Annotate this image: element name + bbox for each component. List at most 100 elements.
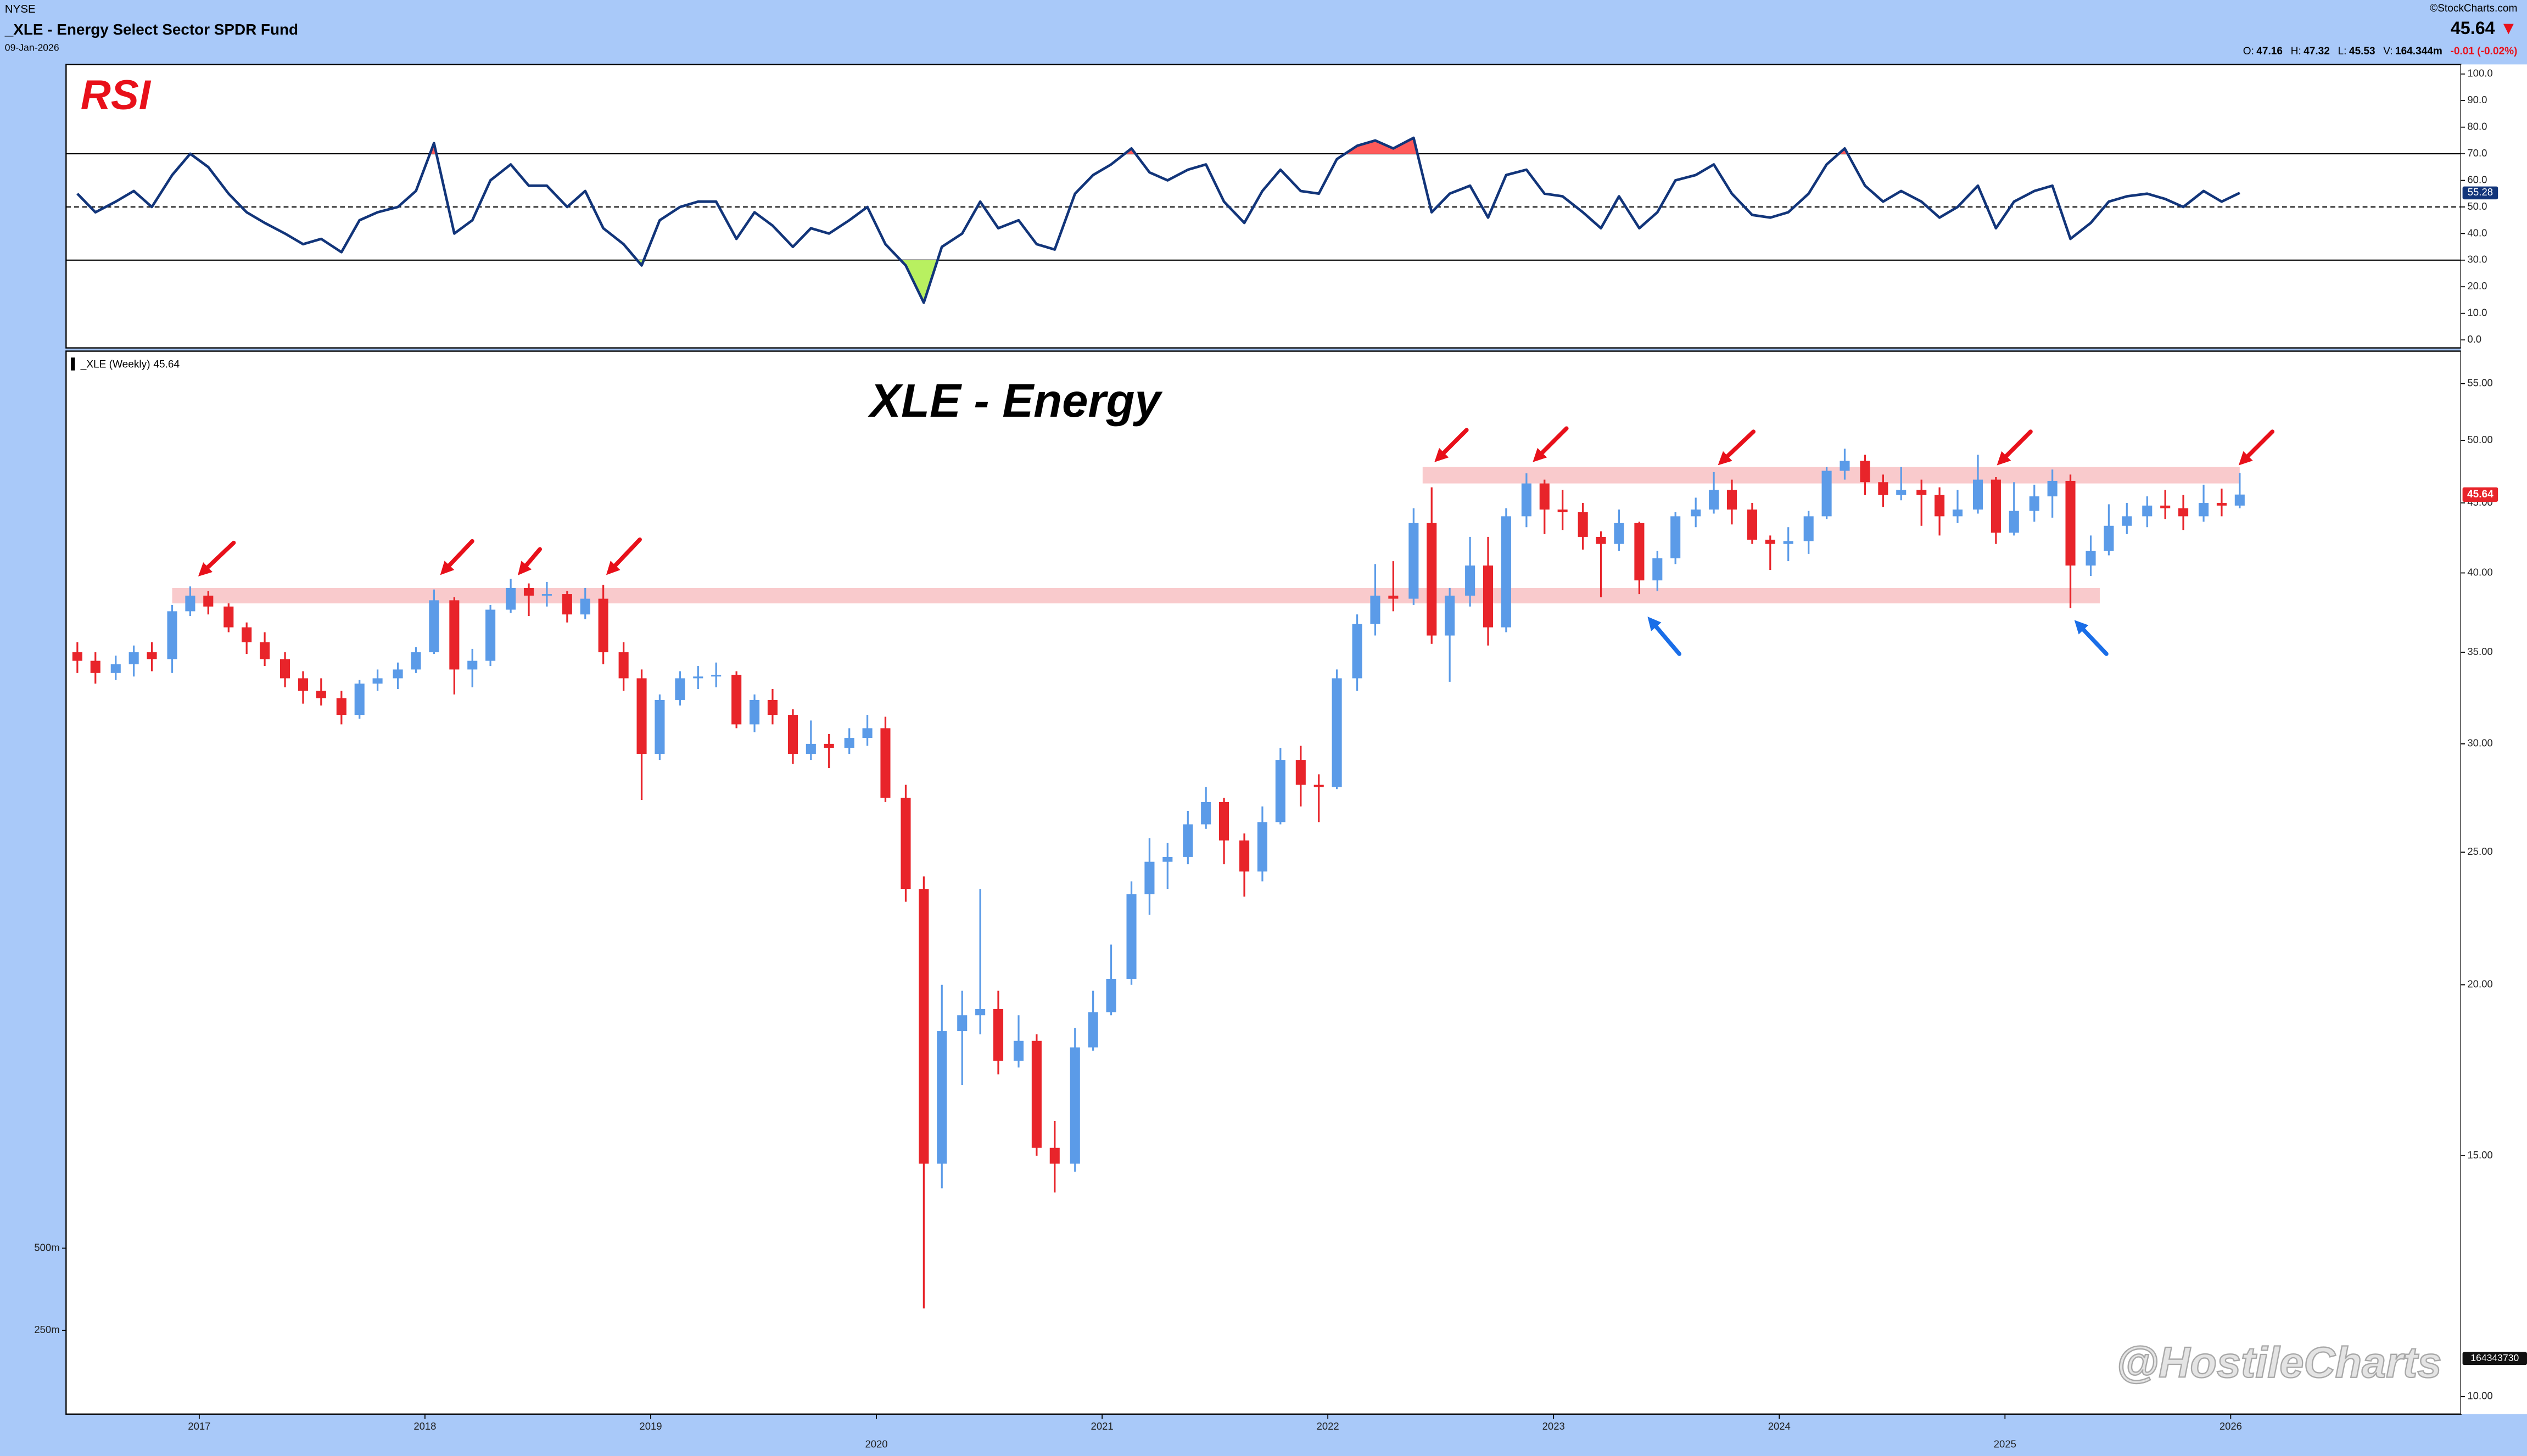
candle-body [1465,565,1475,596]
candle-body [919,889,929,1164]
last-value-tag [2462,186,2498,200]
candle-body [862,728,873,738]
quote-value: 47.16 [2256,46,2283,57]
candle-body [2086,551,2096,566]
candle-body [1388,595,1399,599]
last-value-label: 55.28 [2468,186,2493,198]
candle-body [806,743,816,754]
arrow [2238,429,2275,466]
x-tick-label: 2018 [413,1420,436,1432]
candle-body [2234,494,2245,506]
axis-strip [2461,64,2527,1414]
candle-body [675,678,685,700]
candle-body [1952,509,1963,517]
candle-body [449,600,460,670]
y-tick-label: 100.0 [2467,68,2492,79]
rsi-panel [65,64,2462,349]
source: ©StockCharts.com [2430,3,2517,14]
candle-body [523,587,534,596]
exchange: NYSE [5,3,36,15]
candle-body [203,595,214,607]
candle-body [2047,480,2058,497]
candle-body [485,609,496,661]
candle-body [298,678,308,691]
last-price: 45.64 ▼ [2451,18,2518,37]
legend: _XLE (Weekly) 45.64 [80,359,180,371]
candle-body [1257,822,1267,872]
x-tick-label: 2017 [188,1420,210,1432]
arrow [606,537,642,575]
y-tick-label: 25.00 [2467,845,2492,857]
candle-body [1070,1047,1080,1164]
candle-body [467,660,478,670]
quote-label: V: [2383,46,2392,57]
quote-label: O: [2243,46,2254,57]
candle-body [1144,861,1155,894]
candle-body [975,1009,986,1016]
last-price-value: 45.64 [2451,18,2495,37]
date: 09-Jan-2026 [5,42,59,53]
y-tick-label: 30.00 [2467,737,2492,749]
candle-body [2142,505,2153,517]
candle-body [1803,516,1814,541]
y-tick-label: 0.0 [2467,333,2481,345]
candle-body [1088,1012,1098,1048]
candle-body [731,675,742,725]
candle-body [1219,802,1229,841]
candle-body [1935,495,1945,517]
candle-body [429,600,439,653]
x-tick-label: 2026 [2219,1420,2242,1432]
x-tick-label: 2021 [1091,1420,1114,1432]
candle-body [1557,509,1568,513]
candle-body [354,684,365,715]
candle-body [1521,483,1531,517]
candle-body [110,664,121,673]
arrow [198,540,236,576]
candle-body [767,699,778,715]
zone [172,587,2100,604]
quote: O: 47.16 H: 47.32 L: 45.53 V: 164.344m -0.01 (-0… [2243,46,2518,57]
candle-body [1352,624,1362,679]
y-tick-label: 60.0 [2467,173,2487,185]
direction: ▼ [2500,18,2517,37]
arrows [198,426,2275,656]
candle-body [128,652,139,664]
legend-swatch [71,357,75,371]
candle-body [1332,678,1342,787]
candle-body [2065,480,2076,566]
candle-body [1275,760,1285,822]
candle-body [655,699,665,754]
candle-body [1896,490,1907,495]
candle-body [1013,1040,1024,1061]
y-tick-label: 40.00 [2467,566,2492,578]
candle-body [1201,802,1211,825]
candle-body [1501,516,1511,628]
x-tick-label: 2020 [865,1438,887,1449]
candle-body [72,652,82,661]
candle-body [1049,1147,1060,1164]
candle-body [598,598,608,653]
candle-body [844,738,854,748]
candle-body [1578,512,1588,537]
candle-body [223,606,234,628]
candle-body [1614,523,1624,544]
x-tick-label: 2019 [639,1420,662,1432]
candle-body [1427,523,1437,636]
volume-tick-label: 500m [34,1241,59,1253]
y-tick-label: 55.00 [2467,377,2492,389]
price-title: XLE - Energy [868,375,1162,427]
candle-body [147,652,157,659]
candle-body [1783,541,1793,544]
rsi-line [76,136,2240,304]
y-tick-label: 50.0 [2467,200,2487,212]
legend-value: 45.64 [153,359,180,371]
volume-tag [2462,1352,2527,1365]
candle-body [2122,516,2132,526]
candle-body [1916,490,1927,495]
candle-body [993,1009,1004,1061]
quote-value: 45.53 [2349,46,2375,57]
arrow [1997,429,2033,466]
y-tick-label: 40.0 [2467,227,2487,238]
candle-body [90,660,100,673]
candle-body [1162,856,1173,862]
